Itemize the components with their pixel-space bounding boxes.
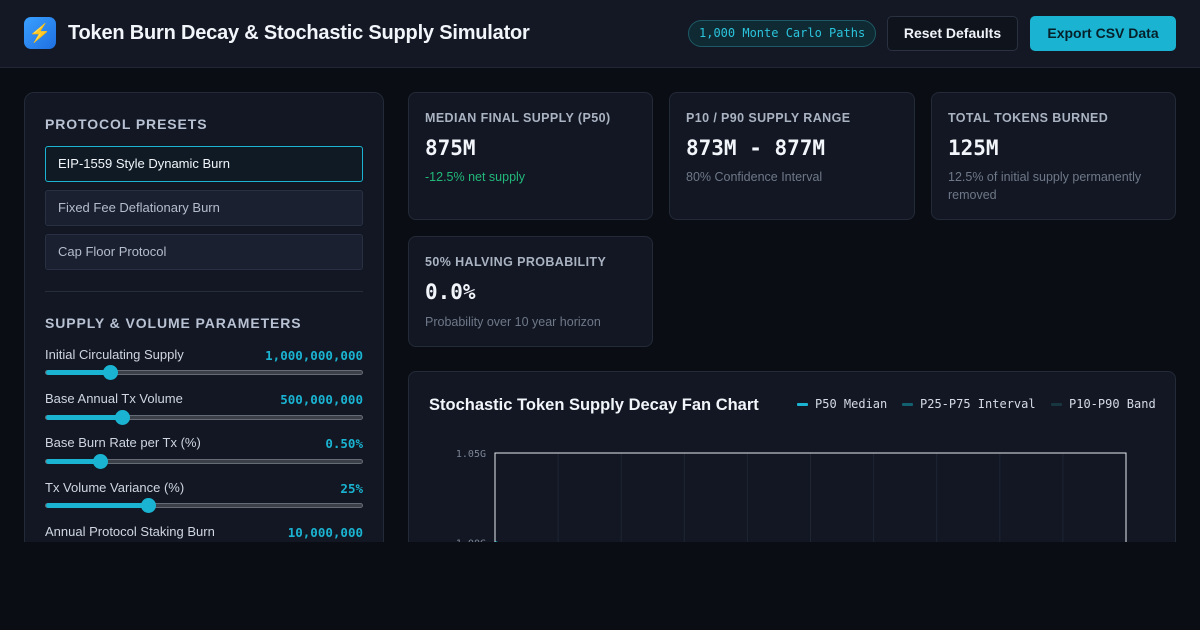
stat-sub: Probability over 10 year horizon: [425, 315, 601, 329]
legend-label: P25-P75 Interval: [920, 397, 1036, 411]
slider-tx-volume[interactable]: [45, 410, 363, 425]
stat-value: 873M - 877M: [686, 136, 826, 160]
param-label-burn-rate: Base Burn Rate per Tx (%): [45, 435, 201, 450]
slider-thumb[interactable]: [102, 365, 118, 380]
lightning-icon: ⚡: [24, 17, 56, 49]
legend-p50[interactable]: P50 Median: [797, 397, 887, 411]
paths-badge: 1,000 Monte Carlo Paths: [688, 20, 877, 47]
stat-label: TOTAL TOKENS BURNED: [948, 111, 1109, 125]
sidebar-panel: PROTOCOL PRESETS EIP-1559 Style Dynamic …: [24, 92, 384, 552]
slider-variance[interactable]: [45, 498, 363, 513]
chart-title: Stochastic Token Supply Decay Fan Chart: [429, 396, 759, 414]
param-value-tx-volume: 500,000,000: [280, 392, 363, 407]
app-title: Token Burn Decay & Stochastic Supply Sim…: [68, 22, 530, 44]
stat-sub: -12.5% net supply: [425, 170, 526, 184]
app-header: ⚡ Token Burn Decay & Stochastic Supply S…: [0, 0, 1200, 68]
legend-swatch: [797, 403, 808, 406]
preset-eip1559[interactable]: EIP-1559 Style Dynamic Burn: [45, 146, 363, 182]
legend-p25-p75[interactable]: P25-P75 Interval: [902, 397, 1036, 411]
export-csv-button[interactable]: Export CSV Data: [1030, 16, 1176, 51]
legend-p10-p90[interactable]: P10-P90 Band: [1051, 397, 1156, 411]
stat-card-supply-range: P10 / P90 SUPPLY RANGE 873M - 877M 80% C…: [669, 92, 915, 220]
slider-fill: [46, 415, 123, 420]
page-bottom: [0, 542, 1200, 630]
legend-swatch: [1051, 403, 1062, 406]
stat-value: 875M: [425, 136, 476, 160]
param-label-staking-burn: Annual Protocol Staking Burn: [45, 524, 215, 539]
preset-cap-floor[interactable]: Cap Floor Protocol: [45, 234, 363, 270]
legend-label: P50 Median: [815, 397, 888, 411]
stat-sub: 80% Confidence Interval: [686, 170, 823, 184]
param-label-initial-supply: Initial Circulating Supply: [45, 347, 184, 362]
stat-label: 50% HALVING PROBABILITY: [425, 255, 607, 269]
preset-fixed-fee[interactable]: Fixed Fee Deflationary Burn: [45, 190, 363, 226]
presets-title: PROTOCOL PRESETS: [45, 116, 208, 132]
stat-card-halving-probability: 50% HALVING PROBABILITY 0.0% Probability…: [408, 236, 653, 347]
legend-swatch: [902, 403, 913, 406]
slider-burn-rate[interactable]: [45, 454, 363, 469]
param-label-variance: Tx Volume Variance (%): [45, 480, 185, 495]
legend-label: P10-P90 Band: [1069, 397, 1156, 411]
fan-chart-card: Stochastic Token Supply Decay Fan Chart …: [408, 371, 1176, 571]
params-title: SUPPLY & VOLUME PARAMETERS: [45, 315, 302, 331]
sidebar-divider: [45, 291, 363, 292]
stat-value: 0.0%: [425, 280, 476, 304]
y-tick-label: 1.05G: [456, 449, 486, 460]
param-value-burn-rate: 0.50%: [325, 436, 363, 451]
stat-card-tokens-burned: TOTAL TOKENS BURNED 125M 12.5% of initia…: [931, 92, 1176, 220]
stat-sub: 12.5% of initial supply permanently remo…: [948, 170, 1142, 202]
param-label-tx-volume: Base Annual Tx Volume: [45, 391, 183, 406]
param-value-staking-burn: 10,000,000: [287, 525, 363, 540]
stat-label: MEDIAN FINAL SUPPLY (P50): [425, 111, 611, 125]
slider-initial-supply[interactable]: [45, 365, 363, 380]
reset-defaults-button[interactable]: Reset Defaults: [887, 16, 1018, 51]
stat-card-median-supply: MEDIAN FINAL SUPPLY (P50) 875M -12.5% ne…: [408, 92, 653, 220]
stat-label: P10 / P90 SUPPLY RANGE: [686, 111, 851, 125]
slider-fill: [46, 503, 148, 508]
stat-value: 125M: [948, 136, 999, 160]
slider-fill: [46, 459, 101, 464]
param-value-variance: 25%: [340, 481, 363, 496]
slider-thumb[interactable]: [93, 454, 109, 469]
slider-thumb[interactable]: [115, 410, 131, 425]
slider-fill: [46, 370, 110, 375]
param-value-initial-supply: 1,000,000,000: [265, 348, 363, 363]
slider-thumb[interactable]: [140, 498, 156, 513]
